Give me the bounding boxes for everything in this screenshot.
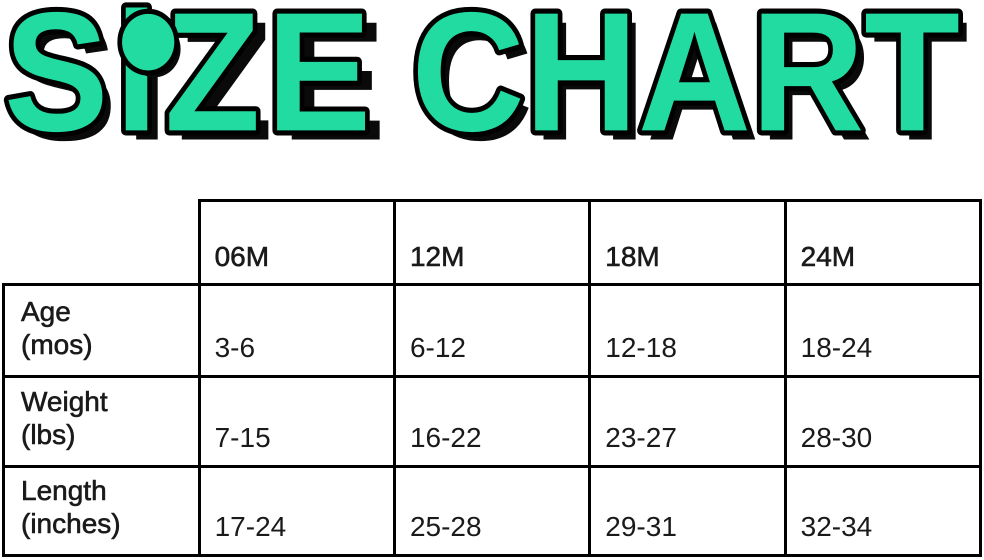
svg-text:SiZE: SiZE	[4, 0, 377, 167]
svg-text:CHART: CHART	[412, 0, 960, 167]
